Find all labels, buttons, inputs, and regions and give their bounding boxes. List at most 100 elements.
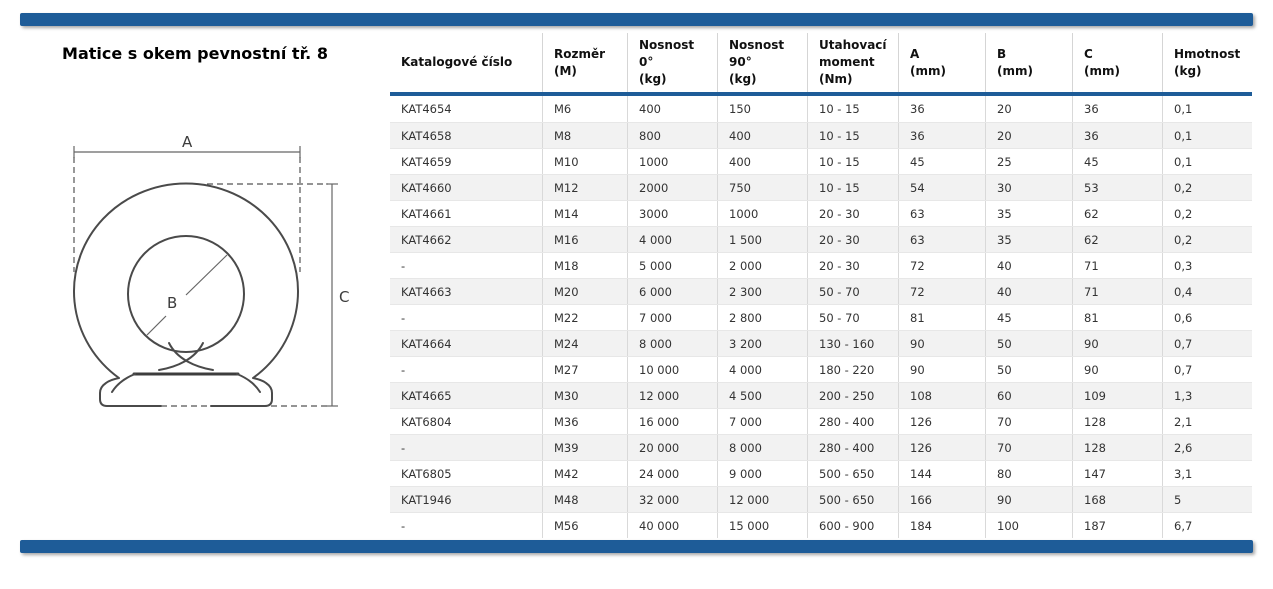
table-row: KAT4658 M8 800 400 10 - 15 36 20 36 0,1	[390, 122, 1252, 148]
cell-a: 63	[898, 201, 985, 226]
cell-c: 36	[1072, 123, 1162, 148]
cell-a: 126	[898, 409, 985, 434]
cell-load90: 3 200	[717, 331, 807, 356]
cell-torque: 50 - 70	[807, 279, 898, 304]
table-row: KAT4661 M14 3000 1000 20 - 30 63 35 62 0,2	[390, 200, 1252, 226]
cell-size: M6	[542, 96, 627, 122]
cell-c: 71	[1072, 279, 1162, 304]
cell-torque: 20 - 30	[807, 253, 898, 278]
cell-load90: 1 500	[717, 227, 807, 252]
table-row: KAT4665 M30 12 000 4 500 200 - 250 108 60 109 1,…	[390, 382, 1252, 408]
cell-catalog: -	[401, 258, 406, 273]
cell-b: 35	[985, 201, 1072, 226]
cell-torque: 130 - 160	[807, 331, 898, 356]
cell-catalog: KAT4665	[401, 388, 452, 403]
base-side	[236, 373, 261, 393]
table-body: KAT4654 M6 400 150 10 - 15 36 20 36 0,1 KAT4658 M8…	[390, 96, 1252, 538]
column-header-catalog: Katalogové číslo	[401, 55, 513, 70]
cell-load90: 2 000	[717, 253, 807, 278]
cell-size: M56	[542, 513, 627, 538]
cell-size: M10	[542, 149, 627, 174]
cell-load90: 7 000	[717, 409, 807, 434]
cell-load90: 12 000	[717, 487, 807, 512]
cell-b: 40	[985, 253, 1072, 278]
cell-catalog: -	[401, 310, 406, 325]
cell-b: 50	[985, 357, 1072, 382]
cell-load0: 5 000	[627, 253, 717, 278]
table-row: - M22 7 000 2 800 50 - 70 81 45 81 0,6	[390, 304, 1252, 330]
table-row: KAT4660 M12 2000 750 10 - 15 54 30 53 0,2	[390, 174, 1252, 200]
table-row: - M18 5 000 2 000 20 - 30 72 40 71 0,3	[390, 252, 1252, 278]
cell-a: 36	[898, 123, 985, 148]
cell-load0: 32 000	[627, 487, 717, 512]
cell-a: 81	[898, 305, 985, 330]
cell-weight: 0,6	[1162, 305, 1252, 330]
cell-torque: 10 - 15	[807, 149, 898, 174]
table-row: KAT6804 M36 16 000 7 000 280 - 400 126 70 128 2,…	[390, 408, 1252, 434]
cell-size: M18	[542, 253, 627, 278]
cell-load0: 1000	[627, 149, 717, 174]
cell-b: 50	[985, 331, 1072, 356]
cell-torque: 200 - 250	[807, 383, 898, 408]
column-header-b: B (mm)	[985, 33, 1072, 92]
cell-c: 71	[1072, 253, 1162, 278]
cell-c: 36	[1072, 96, 1162, 122]
dimension-label-b: B	[167, 294, 177, 312]
table-row: KAT1946 M48 32 000 12 000 500 - 650 166 90 168 5	[390, 486, 1252, 512]
cell-catalog: KAT4659	[401, 154, 452, 169]
cell-catalog: KAT4654	[401, 102, 452, 116]
cell-catalog: KAT4658	[401, 128, 452, 143]
cell-catalog: KAT4663	[401, 284, 452, 299]
cell-size: M39	[542, 435, 627, 460]
cell-catalog: KAT6805	[401, 466, 452, 481]
cell-weight: 0,4	[1162, 279, 1252, 304]
dimension-label-a: A	[182, 133, 193, 151]
dimension-line-b	[185, 254, 228, 296]
cell-torque: 50 - 70	[807, 305, 898, 330]
eye-nut-diagram: A C B	[73, 133, 349, 407]
cell-load0: 800	[627, 123, 717, 148]
cell-weight: 0,1	[1162, 123, 1252, 148]
cell-size: M42	[542, 461, 627, 486]
cell-a: 36	[898, 96, 985, 122]
cell-size: M30	[542, 383, 627, 408]
cell-b: 100	[985, 513, 1072, 538]
cell-load0: 8 000	[627, 331, 717, 356]
bottom-divider-bar	[20, 540, 1253, 553]
cell-weight: 0,2	[1162, 201, 1252, 226]
cell-a: 108	[898, 383, 985, 408]
cell-load90: 4 500	[717, 383, 807, 408]
cell-load90: 4 000	[717, 357, 807, 382]
table-row: KAT4662 M16 4 000 1 500 20 - 30 63 35 62 0,2	[390, 226, 1252, 252]
dimension-line-b	[146, 315, 167, 336]
cell-size: M12	[542, 175, 627, 200]
cell-b: 40	[985, 279, 1072, 304]
cell-c: 53	[1072, 175, 1162, 200]
cell-b: 25	[985, 149, 1072, 174]
neck-edge	[168, 342, 214, 371]
cell-c: 90	[1072, 331, 1162, 356]
cell-a: 184	[898, 513, 985, 538]
cell-a: 126	[898, 435, 985, 460]
cell-load0: 400	[627, 96, 717, 122]
cell-c: 62	[1072, 201, 1162, 226]
cell-weight: 2,1	[1162, 409, 1252, 434]
cell-size: M24	[542, 331, 627, 356]
cell-b: 70	[985, 409, 1072, 434]
column-header-c: C (mm)	[1072, 33, 1162, 92]
cell-size: M36	[542, 409, 627, 434]
cell-torque: 280 - 400	[807, 435, 898, 460]
cell-c: 128	[1072, 409, 1162, 434]
table-row: KAT4664 M24 8 000 3 200 130 - 160 90 50 90 0,7	[390, 330, 1252, 356]
cell-a: 72	[898, 279, 985, 304]
cell-load90: 750	[717, 175, 807, 200]
cell-weight: 0,1	[1162, 96, 1252, 122]
cell-load90: 400	[717, 123, 807, 148]
cell-weight: 6,7	[1162, 513, 1252, 538]
cell-size: M14	[542, 201, 627, 226]
cell-size: M8	[542, 123, 627, 148]
page-title: Matice s okem pevnostní tř. 8	[62, 44, 328, 63]
cell-catalog: KAT4662	[401, 232, 452, 247]
cell-catalog: KAT4660	[401, 180, 452, 195]
cell-catalog: KAT1946	[401, 492, 452, 507]
